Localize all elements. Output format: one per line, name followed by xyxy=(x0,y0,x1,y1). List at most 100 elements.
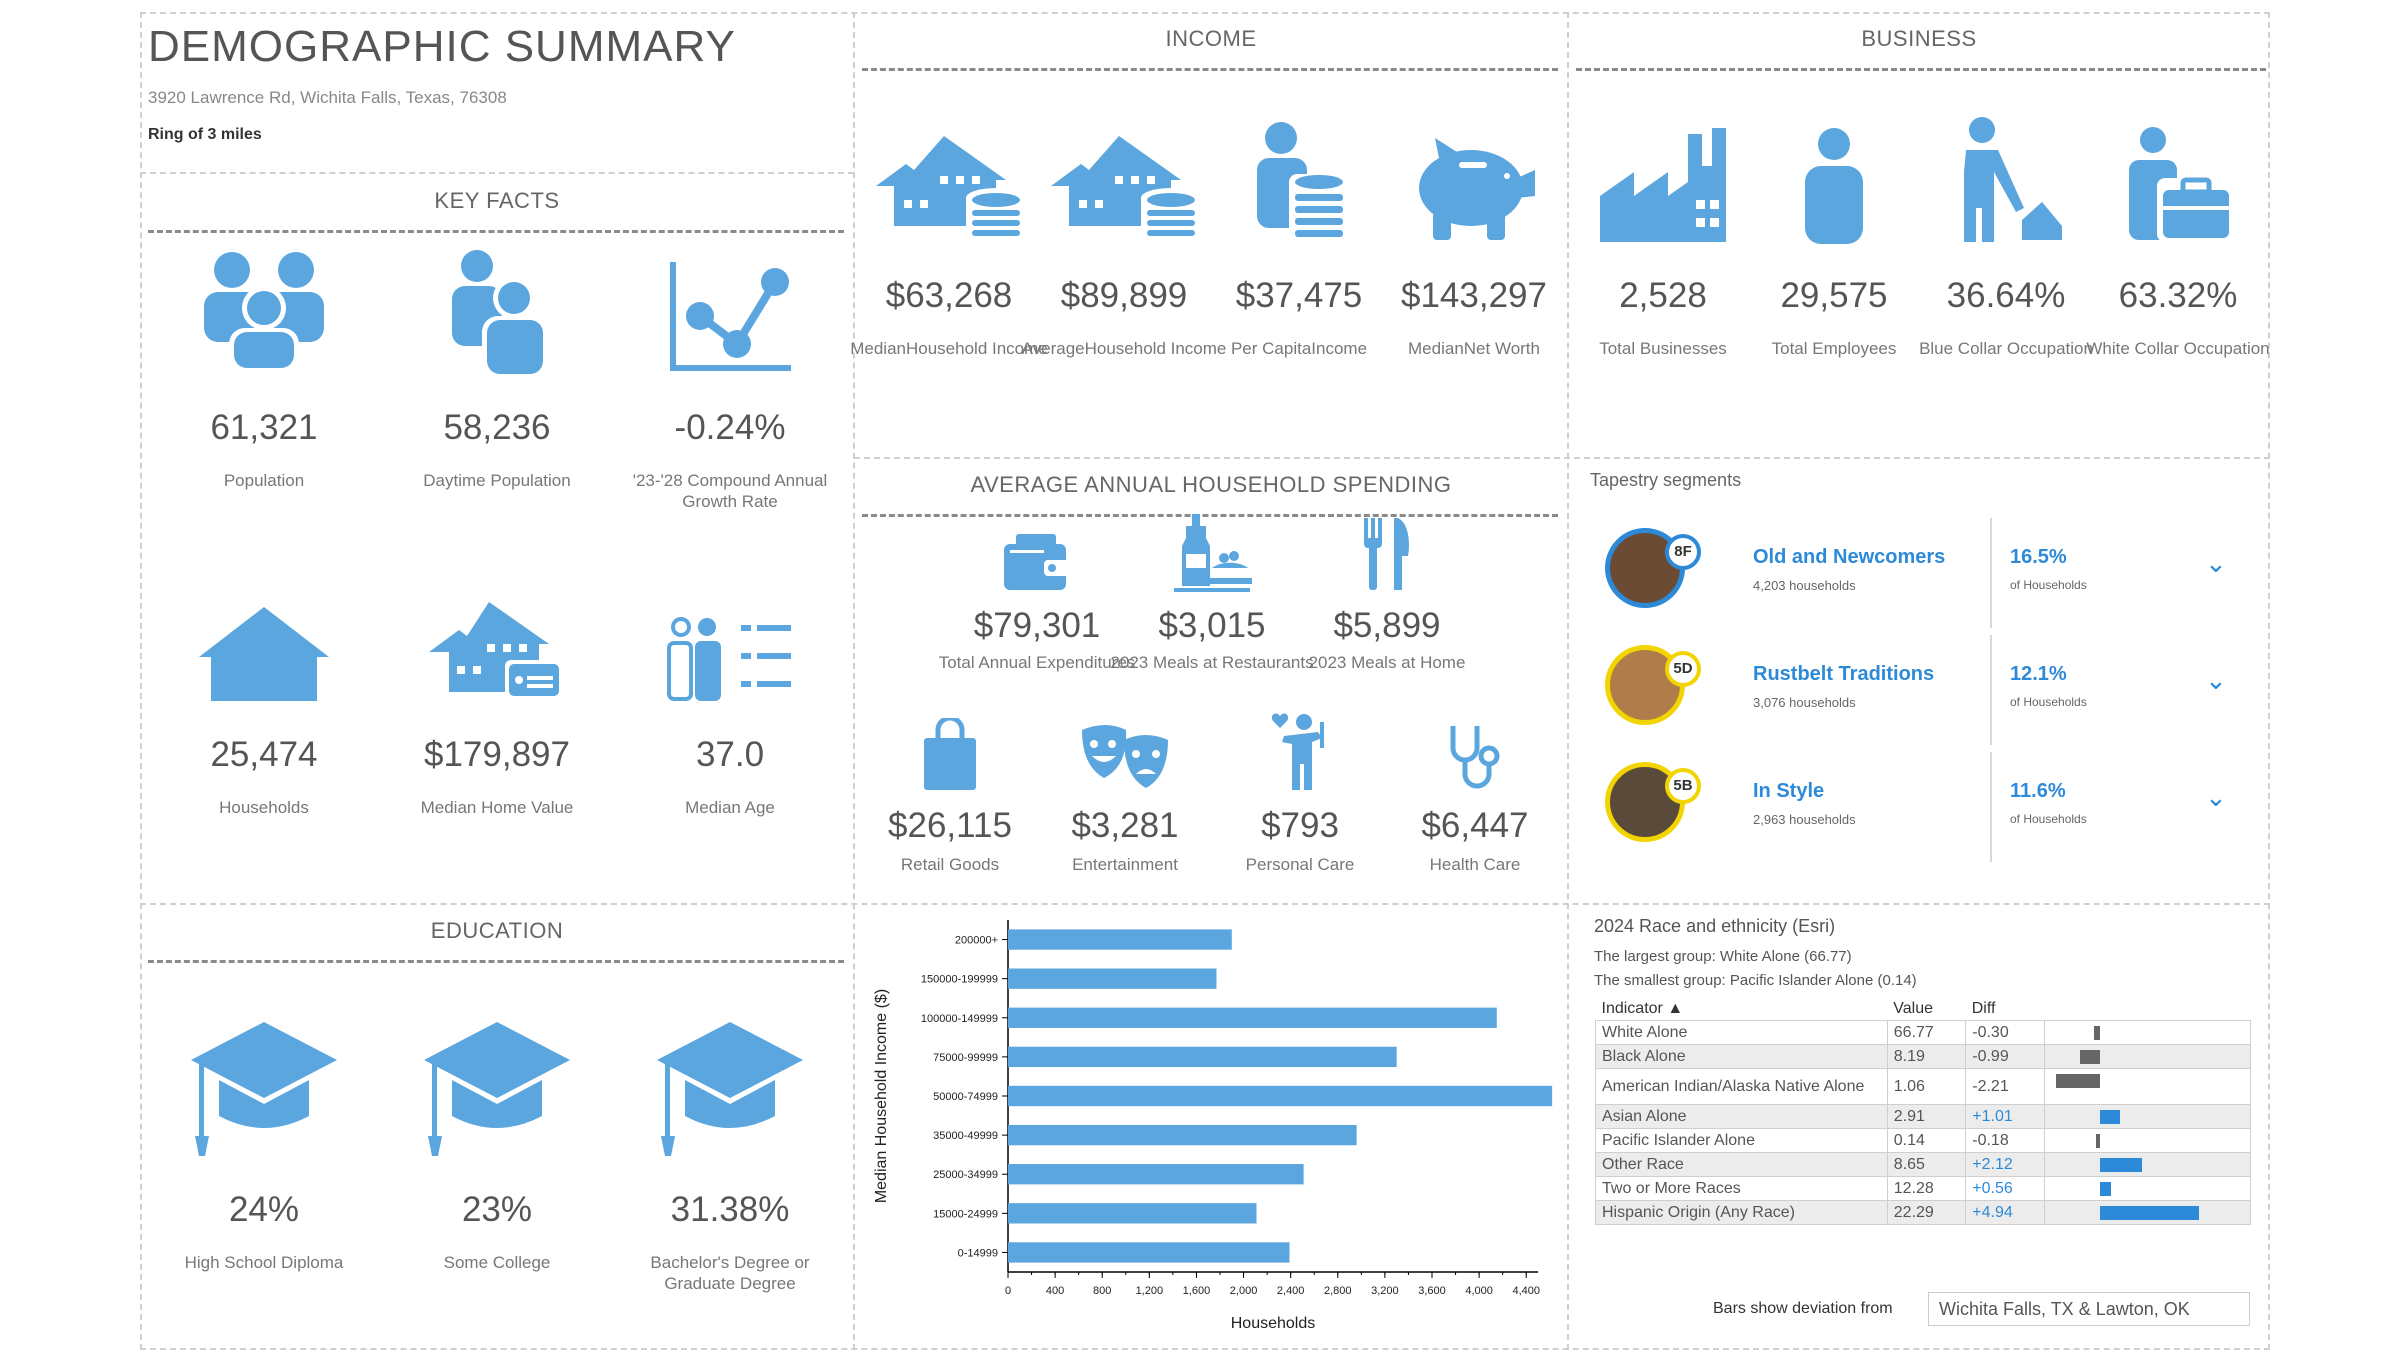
metric-value: $79,301 xyxy=(973,606,1101,645)
metric-label: Entertainment xyxy=(1072,855,1178,874)
y-tick-label: 25000-34999 xyxy=(933,1169,998,1181)
segment-name[interactable]: Old and Newcomers xyxy=(1753,546,1946,568)
metric-total-businesses: 2,528 Total Businesses xyxy=(1548,96,1778,359)
race-table-row[interactable]: White Alone 66.77 -0.30 xyxy=(1595,1020,2252,1045)
metric-value: $37,475 xyxy=(1235,276,1363,315)
chevron-down-icon[interactable]: ⌄ xyxy=(2205,665,2227,695)
bar-column-header xyxy=(2044,998,2250,1021)
chevron-down-icon[interactable]: ⌄ xyxy=(2205,782,2227,812)
deviation-bar-cell xyxy=(2043,1176,2252,1201)
page-title: DEMOGRAPHIC SUMMARY xyxy=(148,22,736,71)
diff-cell: +0.56 xyxy=(1965,1176,2045,1201)
divider xyxy=(853,12,855,1350)
segment-code-badge: 5B xyxy=(1665,768,1701,804)
tapestry-row-8f[interactable]: 8F Old and Newcomers 4,203 households 16… xyxy=(1605,518,2245,628)
daytime-population-icon xyxy=(382,228,612,378)
x-tick-label: 2,800 xyxy=(1324,1285,1352,1297)
metric-label: High School Diploma xyxy=(184,1253,344,1272)
tapestry-title: Tapestry segments xyxy=(1590,470,1742,490)
metric-value: $143,297 xyxy=(1401,276,1547,315)
metric-retail-goods: $26,115 Retail Goods xyxy=(845,712,1055,875)
house-coins-icon xyxy=(1009,96,1239,246)
metric-value: 37.0 xyxy=(695,735,765,774)
household-income-bar-chart: 200000+ 150000-199999 100000-149999 75000-9… xyxy=(873,920,1553,1332)
restaurant-meal-icon xyxy=(1107,452,1317,592)
deviation-select[interactable]: Wichita Falls, TX & Lawton, OK xyxy=(1928,1292,2250,1326)
divider xyxy=(854,457,2270,459)
income-title: INCOME xyxy=(1165,26,1257,51)
deviation-bar-cell xyxy=(2043,1068,2252,1105)
tapestry-row-5b[interactable]: 5B In Style 2,963 households 11.6% of Ho… xyxy=(1605,752,2245,862)
metric-daytime-population: 58,236 Daytime Population xyxy=(382,228,612,491)
deviation-bar-cell xyxy=(2043,1044,2252,1069)
race-table-row[interactable]: Asian Alone 2.91 +1.01 xyxy=(1595,1104,2252,1129)
employee-icon xyxy=(1719,96,1949,246)
divider xyxy=(1990,635,1992,745)
metric-value: $793 xyxy=(1261,806,1339,845)
key-facts-title: KEY FACTS xyxy=(434,188,560,213)
stethoscope-icon xyxy=(1370,712,1580,792)
segment-name[interactable]: In Style xyxy=(1753,780,1825,802)
y-tick-label: 100000-149999 xyxy=(921,1013,998,1025)
metric-value: 24% xyxy=(228,1190,300,1229)
segment-name[interactable]: Rustbelt Traditions xyxy=(1753,663,1935,685)
metric-value: 63.32% xyxy=(2118,276,2238,315)
x-tick-label: 400 xyxy=(1046,1285,1064,1297)
race-table-row[interactable]: American Indian/Alaska Native Alone 1.06-… xyxy=(1595,1068,2252,1105)
graduation-cap-icon xyxy=(382,1010,612,1160)
white-collar-icon xyxy=(2063,96,2293,246)
segment-households: 3,076 households xyxy=(1753,695,1856,710)
diff-cell: +1.01 xyxy=(1965,1104,2045,1129)
chevron-down-icon[interactable]: ⌄ xyxy=(2205,548,2227,578)
value-cell: 22.29 xyxy=(1886,1200,1967,1225)
metric-median-net-worth: $143,297 MedianNet Worth xyxy=(1359,96,1589,359)
metric-value: $63,268 xyxy=(885,276,1013,315)
race-table-row[interactable]: Black Alone 8.19 -0.99 xyxy=(1595,1044,2252,1069)
x-axis-label: Households xyxy=(1231,1315,1316,1332)
race-table-row[interactable]: Other Race 8.65 +2.12 xyxy=(1595,1152,2252,1177)
metric-label: 2023 Meals at Restaurants xyxy=(1110,653,1314,672)
theater-masks-icon xyxy=(1020,712,1230,792)
section-rule xyxy=(862,514,1558,517)
race-table-row[interactable]: Pacific Islander Alone 0.14 -0.18 xyxy=(1595,1128,2252,1153)
section-rule xyxy=(148,960,844,963)
metric-label: Blue Collar Occupation xyxy=(1919,339,2093,358)
race-table-row[interactable]: Hispanic Origin (Any Race) 22.29 +4.94 xyxy=(1595,1200,2252,1225)
metric-value: 61,321 xyxy=(210,408,318,447)
metric-median-age: 37.0 Median Age xyxy=(615,555,845,818)
wallet-icon xyxy=(932,452,1142,592)
chart-bar xyxy=(1008,968,1217,989)
x-tick-label: 1,200 xyxy=(1136,1285,1164,1297)
metric-label: White Collar Occupation xyxy=(2086,339,2270,358)
x-tick-label: 1,600 xyxy=(1183,1285,1211,1297)
personal-care-icon xyxy=(1195,712,1405,792)
value-cell: 1.06 xyxy=(1886,1068,1967,1105)
x-tick-label: 0 xyxy=(1005,1285,1011,1297)
metric-white-collar: 63.32% White Collar Occupation xyxy=(2063,96,2293,359)
median-age-icon xyxy=(615,555,845,705)
education-title: EDUCATION xyxy=(430,918,564,943)
race-table-row[interactable]: Two or More Races 12.28 +0.56 xyxy=(1595,1176,2252,1201)
metric-meals-home: $5,899 2023 Meals at Home xyxy=(1282,452,1492,673)
indicator-column-header[interactable]: Indicator ▲ xyxy=(1601,1000,1684,1017)
tapestry-row-5d[interactable]: 5D Rustbelt Traditions 3,076 households … xyxy=(1605,635,2245,745)
value-column-header[interactable]: Value xyxy=(1893,1000,1934,1017)
section-rule xyxy=(862,68,1558,71)
divider xyxy=(1990,518,1992,628)
deviation-bar xyxy=(2055,1074,2100,1088)
metric-entertainment: $3,281 Entertainment xyxy=(1020,712,1230,875)
metric-label: MedianHousehold Income xyxy=(850,339,1048,358)
metric-value: 29,575 xyxy=(1780,276,1888,315)
chart-bar xyxy=(1008,1046,1397,1068)
metric-value: $26,115 xyxy=(888,806,1012,845)
metric-label: Per CapitaIncome xyxy=(1230,339,1368,358)
diff-column-header[interactable]: Diff xyxy=(1971,1000,1996,1017)
chart-bar xyxy=(1008,1085,1553,1107)
metric-health-care: $6,447 Health Care xyxy=(1370,712,1580,875)
metric-total-employees: 29,575 Total Employees xyxy=(1719,96,1949,359)
metric-value: $179,897 xyxy=(424,735,570,774)
indicator-cell: Asian Alone xyxy=(1595,1104,1888,1129)
piggy-bank-icon xyxy=(1359,96,1589,246)
metric-label: Total Businesses xyxy=(1599,339,1727,358)
metric-value: 23% xyxy=(461,1190,533,1229)
